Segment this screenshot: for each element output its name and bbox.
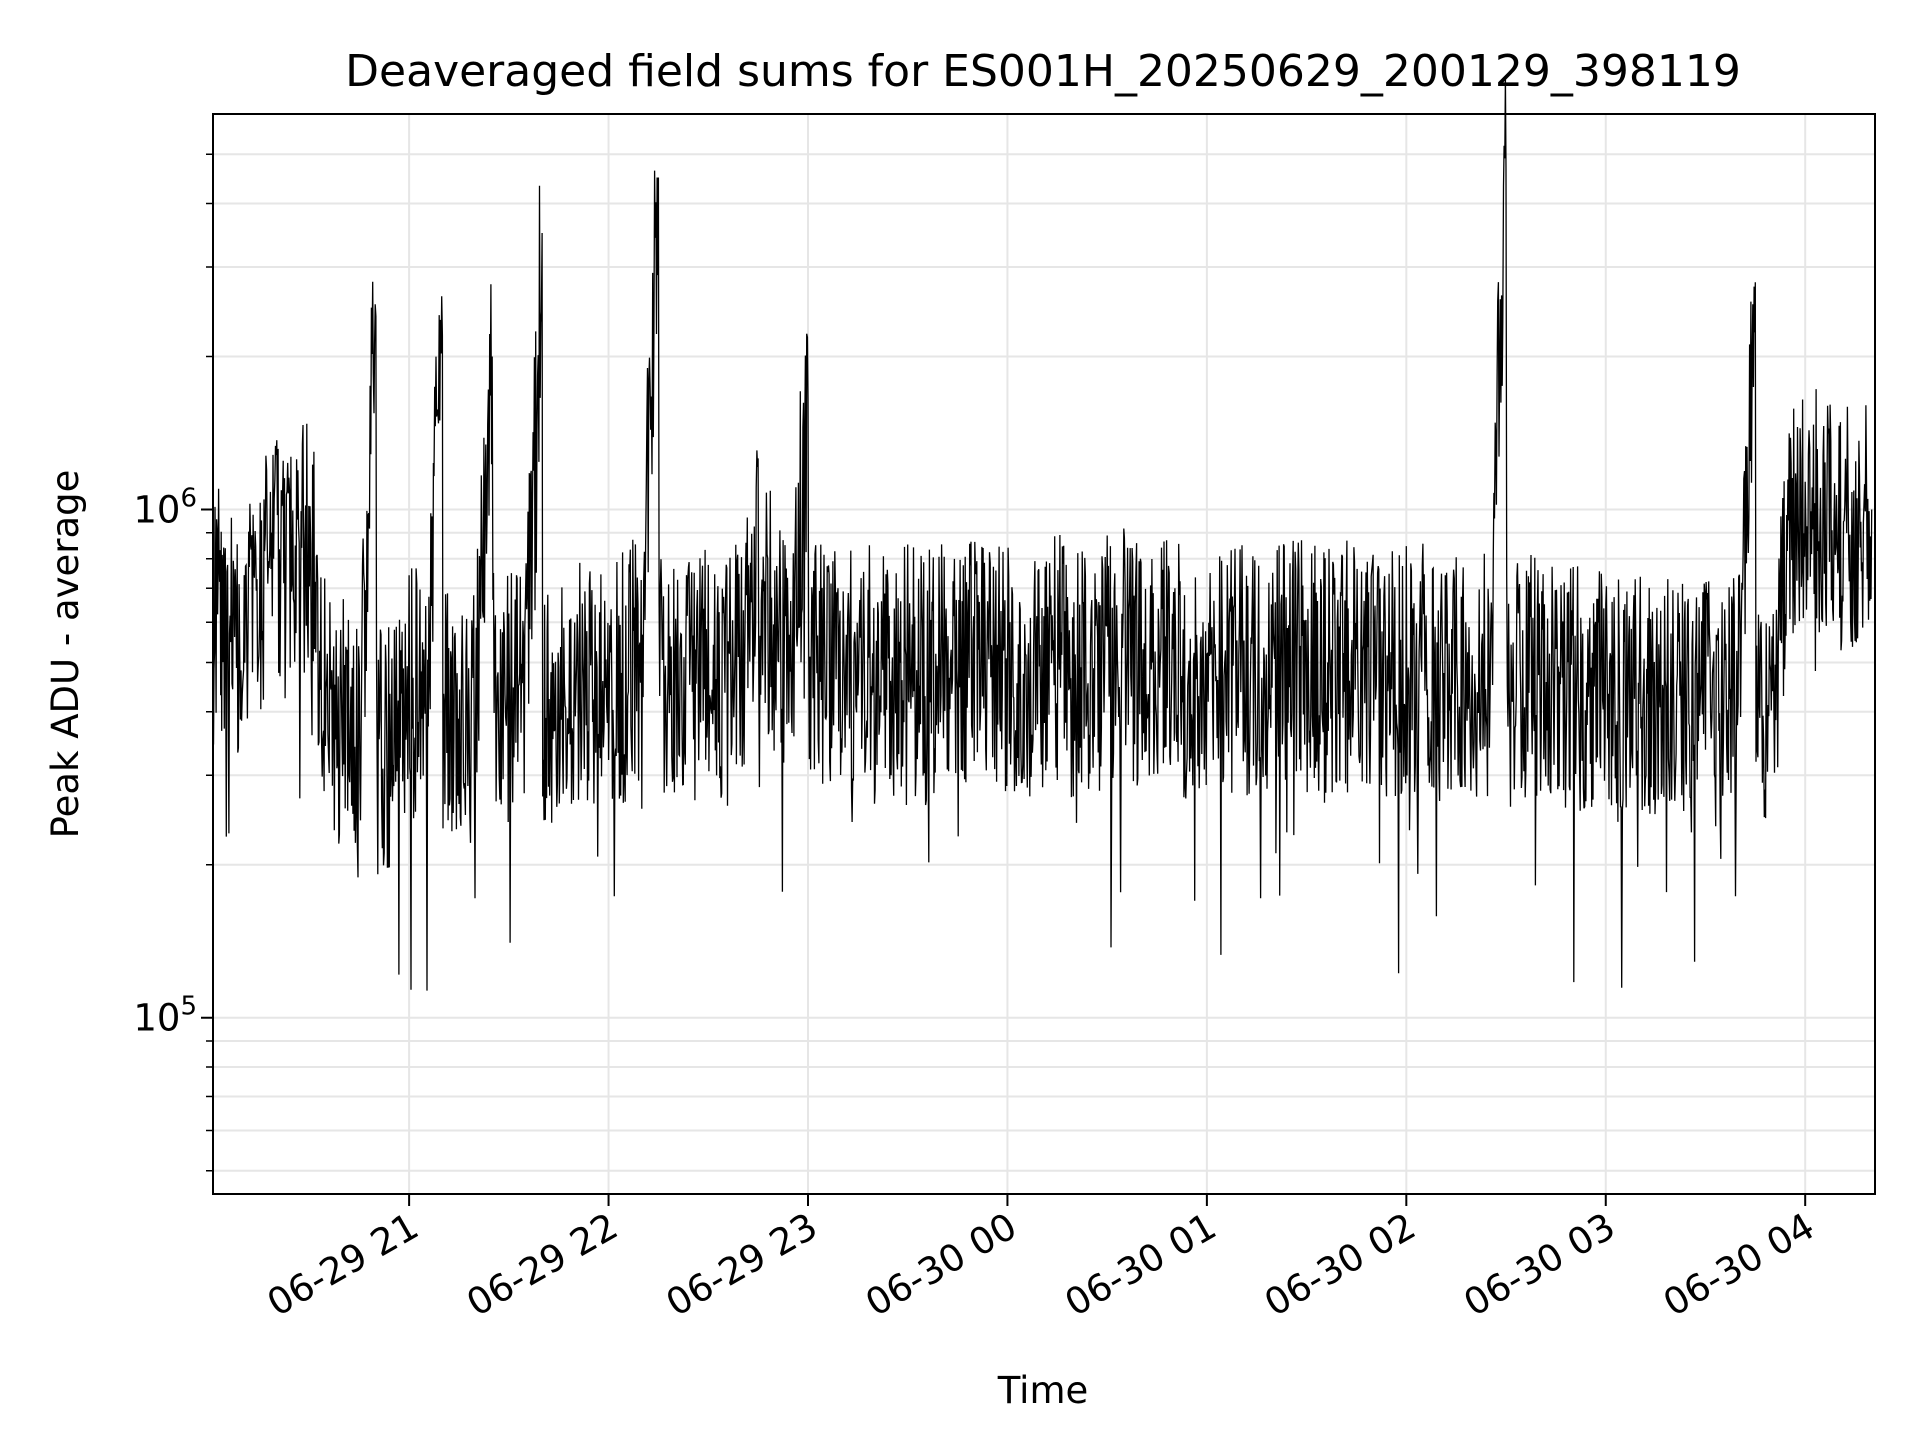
series-layer [212, 76, 1873, 991]
plot-area-frame [212, 113, 1876, 1195]
y-axis: 105 106 [133, 153, 213, 1172]
chart-title: Deaveraged field sums for ES001H_2025062… [345, 46, 1741, 97]
y-axis-label: Peak ADU - average [44, 470, 87, 839]
y-tick-label: 105 [133, 992, 197, 1040]
series-line [212, 76, 1873, 991]
x-axis-label: Time [997, 1369, 1089, 1412]
y-tick-label: 106 [133, 483, 197, 531]
